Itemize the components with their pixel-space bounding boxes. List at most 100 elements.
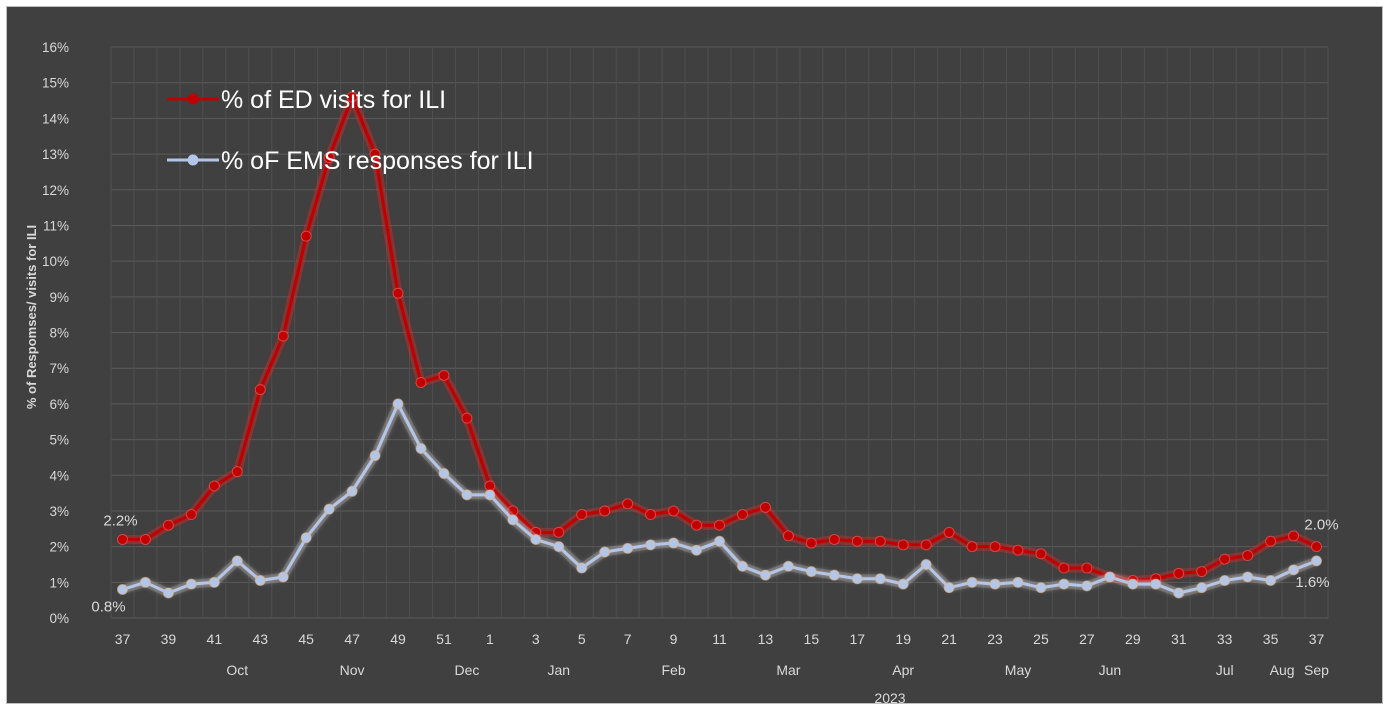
data-point (1081, 562, 1093, 574)
data-point (714, 535, 725, 547)
data-point (1288, 530, 1300, 542)
data-point (231, 466, 243, 478)
data-point (622, 498, 634, 510)
data-point (668, 505, 680, 517)
y-tick-label: 15% (42, 76, 69, 91)
data-point (116, 583, 128, 595)
data-point (1265, 535, 1277, 547)
data-point (208, 480, 220, 492)
x-tick-label: 11 (712, 631, 727, 647)
year-label: 2023 (874, 690, 905, 704)
data-point (1081, 580, 1093, 592)
data-point (300, 230, 312, 242)
data-point (231, 555, 243, 567)
x-tick-label: 15 (804, 631, 820, 647)
y-tick-label: 9% (49, 290, 69, 305)
data-point (553, 526, 565, 538)
y-tick-label: 11% (43, 218, 69, 233)
data-point (1104, 571, 1116, 583)
data-point (782, 530, 794, 542)
data-point (369, 450, 381, 462)
data-point (851, 573, 863, 585)
legend: % of ED visits for ILI % oF EMS responses… (167, 86, 534, 175)
data-point (1012, 576, 1024, 588)
month-label: Jun (1099, 662, 1122, 678)
data-point (346, 485, 358, 497)
data-point (461, 412, 473, 424)
x-tick-label: 45 (298, 631, 314, 647)
x-tick-label: 21 (941, 631, 957, 647)
data-point (874, 535, 886, 547)
x-tick-label: 19 (895, 631, 911, 647)
grid (110, 46, 1329, 619)
data-point (415, 376, 427, 388)
x-tick-label: 31 (1171, 631, 1187, 647)
data-point (438, 369, 450, 381)
data-point (645, 539, 657, 551)
month-label: Jul (1216, 662, 1234, 678)
month-label: Feb (662, 662, 686, 678)
x-tick-label: 5 (578, 631, 586, 647)
x-tick-label: 37 (115, 631, 131, 647)
y-tick-label: 12% (42, 183, 69, 198)
month-label: Mar (776, 662, 800, 678)
x-tick-label: 49 (390, 631, 406, 647)
y-tick-label: 6% (49, 397, 69, 412)
x-tick-label: 25 (1033, 631, 1049, 647)
data-point (254, 575, 266, 587)
month-label: Jan (547, 662, 570, 678)
legend-item-1: % of ED visits for ILI (167, 86, 446, 114)
month-label: Dec (454, 662, 479, 678)
data-point (1242, 571, 1254, 583)
x-tick-label: 13 (758, 631, 774, 647)
month-label: Oct (226, 662, 248, 678)
x-tick-label: 9 (670, 631, 678, 647)
legend-swatch-marker (187, 154, 199, 166)
x-tick-label: 41 (207, 631, 223, 647)
data-point (897, 539, 909, 551)
data-point (736, 509, 748, 521)
data-point (805, 566, 817, 578)
data-point (1288, 564, 1300, 576)
chart-area: 0% 1% 2% 3% 4% 5% 6% 7% 8% 9% 10% 11% 12% 13% 14% 15% 16… (6, 6, 1383, 704)
y-tick-label: 3% (49, 504, 69, 519)
x-axis: 37 39 41 43 45 47 49 51 1 3 5 7 9 11 13 15 17 19 21 23 25 27 2… (115, 631, 1329, 678)
y-tick-label: 1% (49, 575, 69, 590)
data-label: 2.0% (1304, 517, 1338, 534)
data-point (714, 519, 725, 531)
data-point (782, 560, 794, 572)
data-point (1265, 575, 1277, 587)
data-point (668, 537, 680, 549)
data-point (277, 571, 289, 583)
x-tick-label: 1 (486, 631, 494, 647)
x-tick-label: 43 (252, 631, 268, 647)
x-tick-label: 47 (344, 631, 360, 647)
data-point (1035, 548, 1047, 560)
data-point (943, 582, 955, 594)
series: 2.2% 2.0% 0.8% 1.6% (91, 91, 1339, 615)
data-point (1311, 555, 1323, 567)
data-point (461, 489, 473, 501)
x-tick-label: 37 (1309, 631, 1325, 647)
y-axis-title: % of Respomses/ visits for ILI (24, 225, 39, 409)
data-point (415, 442, 427, 454)
data-point (162, 587, 174, 599)
data-point (851, 535, 863, 547)
ili-line-chart: 0% 1% 2% 3% 4% 5% 6% 7% 8% 9% 10% 11% 12% 13% 14% 15% 16… (24, 40, 1339, 704)
data-point (507, 514, 519, 526)
data-point (1173, 567, 1185, 579)
data-point (1173, 587, 1185, 599)
data-point (576, 562, 588, 574)
data-point (943, 526, 955, 538)
data-point (1219, 575, 1231, 587)
legend-label: % of ED visits for ILI (221, 86, 446, 114)
data-point (828, 533, 840, 545)
data-point (1058, 562, 1070, 574)
data-point (369, 148, 381, 160)
y-tick-label: 4% (49, 468, 69, 483)
data-point (208, 576, 220, 588)
month-label: Nov (340, 662, 365, 678)
data-point (323, 503, 335, 515)
month-label: Aug (1270, 662, 1295, 678)
x-tick-label: 35 (1263, 631, 1279, 647)
